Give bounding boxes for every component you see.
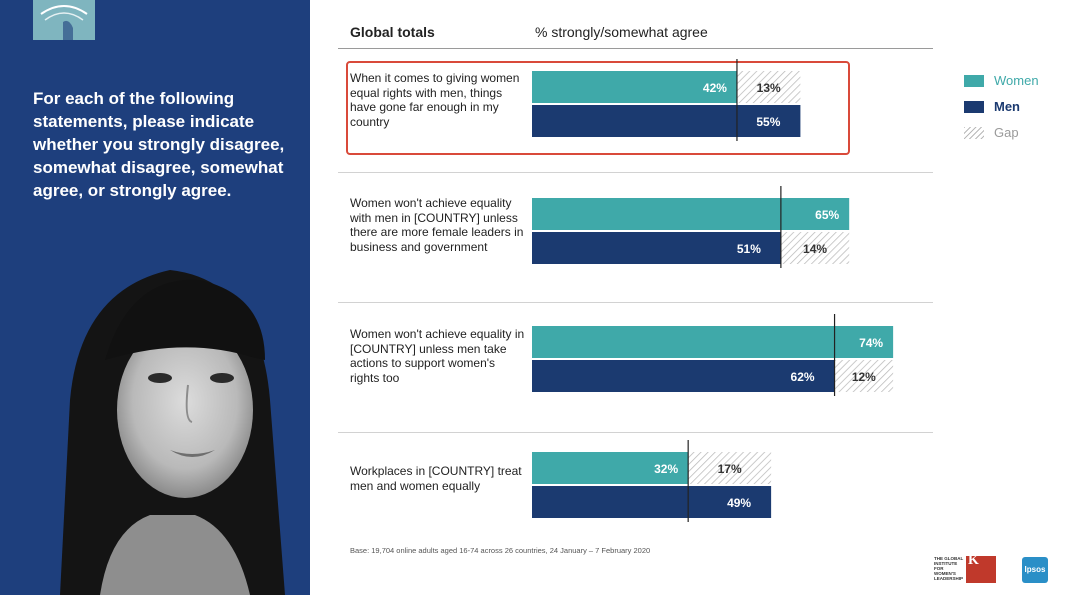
statement-2: Women won't achieve equality with men in… <box>350 196 524 254</box>
women-bar <box>532 198 850 230</box>
swirl-logo-icon <box>33 0 95 40</box>
legend-swatch-gap <box>964 127 984 139</box>
footnote: Base: 19,704 online adults aged 16-74 ac… <box>350 546 651 555</box>
gap-label: 14% <box>803 242 827 256</box>
gap-bar <box>688 452 772 484</box>
statement-1: When it comes to giving women equal righ… <box>350 71 520 129</box>
men-bar <box>532 105 801 137</box>
men-bar <box>532 360 835 392</box>
gap-bar <box>736 71 801 103</box>
legend-swatch-women <box>964 75 984 87</box>
men-bar <box>532 232 781 264</box>
women-value-label: 74% <box>859 336 883 350</box>
women-value-label: 65% <box>815 208 839 222</box>
men-value-label: 55% <box>756 115 780 129</box>
gap-bar <box>834 360 894 392</box>
gap-label: 13% <box>757 81 781 95</box>
gap-label: 17% <box>718 462 742 476</box>
women-bar <box>532 71 737 103</box>
chart-title: Global totals <box>350 24 435 40</box>
institute-logo: THE GLOBAL INSTITUTE FOR WOMEN'S LEADERS… <box>934 556 964 581</box>
gap-label: 12% <box>852 370 876 384</box>
men-value-label: 49% <box>727 496 751 510</box>
left-panel: For each of the following statements, pl… <box>0 0 310 595</box>
men-value-label: 51% <box>737 242 761 256</box>
legend-label-women: Women <box>994 73 1039 88</box>
row-divider <box>338 302 933 303</box>
women-value-label: 42% <box>703 81 727 95</box>
header-divider <box>338 48 933 49</box>
women-bar <box>532 452 689 484</box>
ipsos-logo: Ipsos <box>1022 557 1048 583</box>
chart-subtitle: % strongly/somewhat agree <box>535 24 708 40</box>
gap-bar <box>780 232 850 264</box>
legend-label-gap: Gap <box>994 125 1019 140</box>
question-prompt: For each of the following statements, pl… <box>33 89 285 200</box>
women-bar <box>532 326 894 358</box>
women-value-label: 32% <box>654 462 678 476</box>
legend-swatch-men <box>964 101 984 113</box>
statement-3: Women won't achieve equality in [COUNTRY… <box>350 327 525 385</box>
portrait-image <box>60 270 285 595</box>
kings-college-logo: K <box>966 556 996 583</box>
men-bar <box>532 486 772 518</box>
men-value-label: 62% <box>791 370 815 384</box>
legend-label-men: Men <box>994 99 1020 114</box>
row-divider <box>338 172 933 173</box>
row-divider <box>338 432 933 433</box>
statement-4: Workplaces in [COUNTRY] treat men and wo… <box>350 464 522 493</box>
highlight-box <box>346 61 850 155</box>
